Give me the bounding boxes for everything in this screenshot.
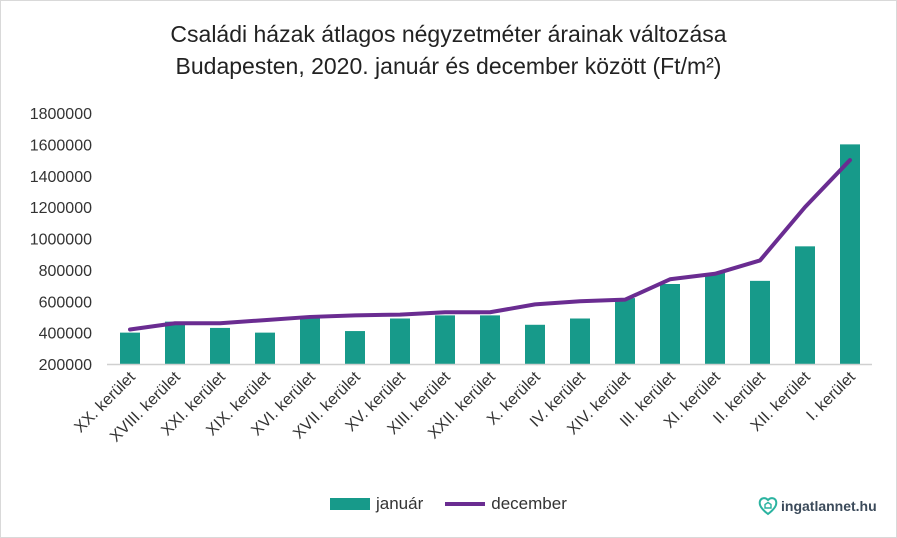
title-line-1: Családi házak átlagos négyzetméter árain…: [170, 21, 727, 47]
bar-januar: [615, 298, 635, 364]
y-tick-label: 1600000: [30, 137, 92, 154]
bar-januar: [570, 318, 590, 364]
bar-januar: [750, 280, 770, 364]
bar-januar: [300, 318, 320, 364]
y-tick-label: 200000: [39, 357, 92, 374]
bar-januar: [210, 327, 230, 364]
logo: ingatlannet.hu: [758, 496, 877, 516]
chart-title: Családi házak átlagos négyzetméter árain…: [0, 18, 897, 82]
legend-label-december: december: [491, 494, 567, 513]
legend-swatch-januar: [330, 498, 370, 510]
bar-januar: [120, 332, 140, 364]
legend-label-januar: január: [376, 494, 424, 513]
y-tick-label: 1200000: [30, 200, 92, 217]
bar-januar: [705, 273, 725, 364]
y-tick-label: 600000: [39, 294, 92, 311]
bar-januar: [525, 324, 545, 364]
heart-house-icon: [758, 497, 778, 516]
bar-januar: [390, 318, 410, 364]
y-tick-label: 1000000: [30, 232, 92, 249]
y-tick-label: 800000: [39, 263, 92, 280]
bar-januar: [795, 246, 815, 364]
bar-januar: [165, 321, 185, 364]
bar-januar: [435, 315, 455, 364]
bar-januar: [255, 332, 275, 364]
legend-swatch-december: [445, 502, 486, 506]
x-tick-label: I. kerület: [803, 368, 859, 424]
line-december: [128, 158, 852, 332]
y-tick-label: 1800000: [30, 106, 92, 123]
y-tick-label: 400000: [39, 326, 92, 343]
title-line-2: Budapesten, 2020. január és december köz…: [175, 53, 722, 79]
bar-januar: [840, 144, 860, 364]
bar-januar: [345, 331, 365, 364]
bar-januar: [480, 315, 500, 364]
logo-text: ingatlannet.hu: [781, 498, 877, 514]
y-tick-label: 1400000: [30, 169, 92, 186]
legend: január december: [330, 494, 567, 514]
bar-januar: [660, 283, 680, 364]
